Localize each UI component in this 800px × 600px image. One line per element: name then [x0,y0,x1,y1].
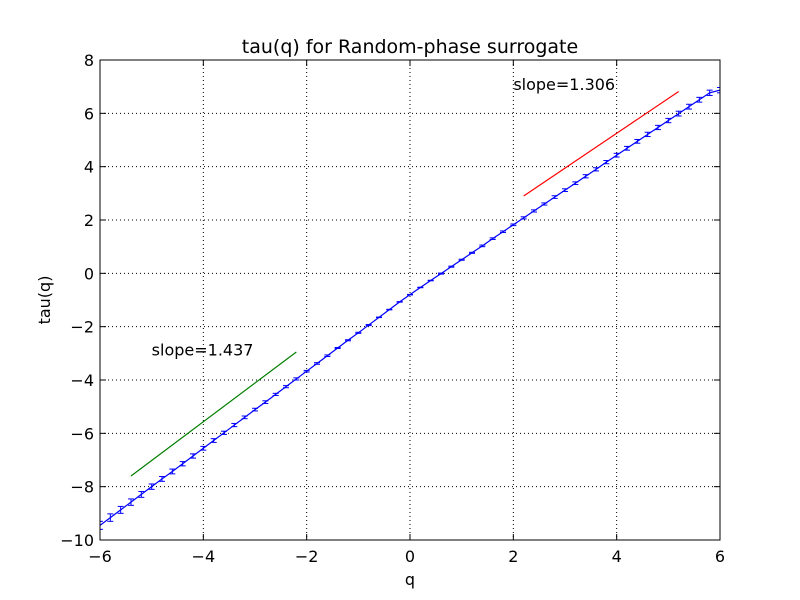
y-tick-label: 6 [84,104,94,123]
x-tick-label: −4 [192,547,216,566]
y-tick-label: −2 [70,318,94,337]
fit-line [523,90,680,197]
x-axis-label: q [405,570,415,589]
fit-line [130,351,297,477]
slope-annotation: slope=1.306 [513,75,615,94]
chart-title: tau(q) for Random-phase surrogate [242,36,578,58]
axis-ticks: −6 −4 −2 0 2 4 6 −10 −8 −6 −4 −2 0 2 4 6 8 slope=1.437 slo… [60,51,725,566]
y-tick-label: 0 [84,264,94,283]
y-tick-label: −6 [70,424,94,443]
y-tick-label: 4 [84,158,94,177]
y-tick-label: −8 [70,478,94,497]
grid [100,60,720,540]
x-tick-label: 4 [612,547,622,566]
y-tick-label: 8 [84,51,94,70]
x-tick-label: −2 [295,547,319,566]
x-tick-label: −6 [88,547,112,566]
y-axis-label: tau(q) [35,276,54,325]
x-tick-label: 0 [405,547,415,566]
x-tick-label: 2 [508,547,518,566]
plot-data [100,86,720,530]
y-tick-label: 2 [84,211,94,230]
y-tick-label: −4 [70,371,94,390]
slope-annotation: slope=1.437 [152,340,254,359]
y-tick-label: −10 [60,531,94,550]
x-tick-label: 6 [715,547,725,566]
